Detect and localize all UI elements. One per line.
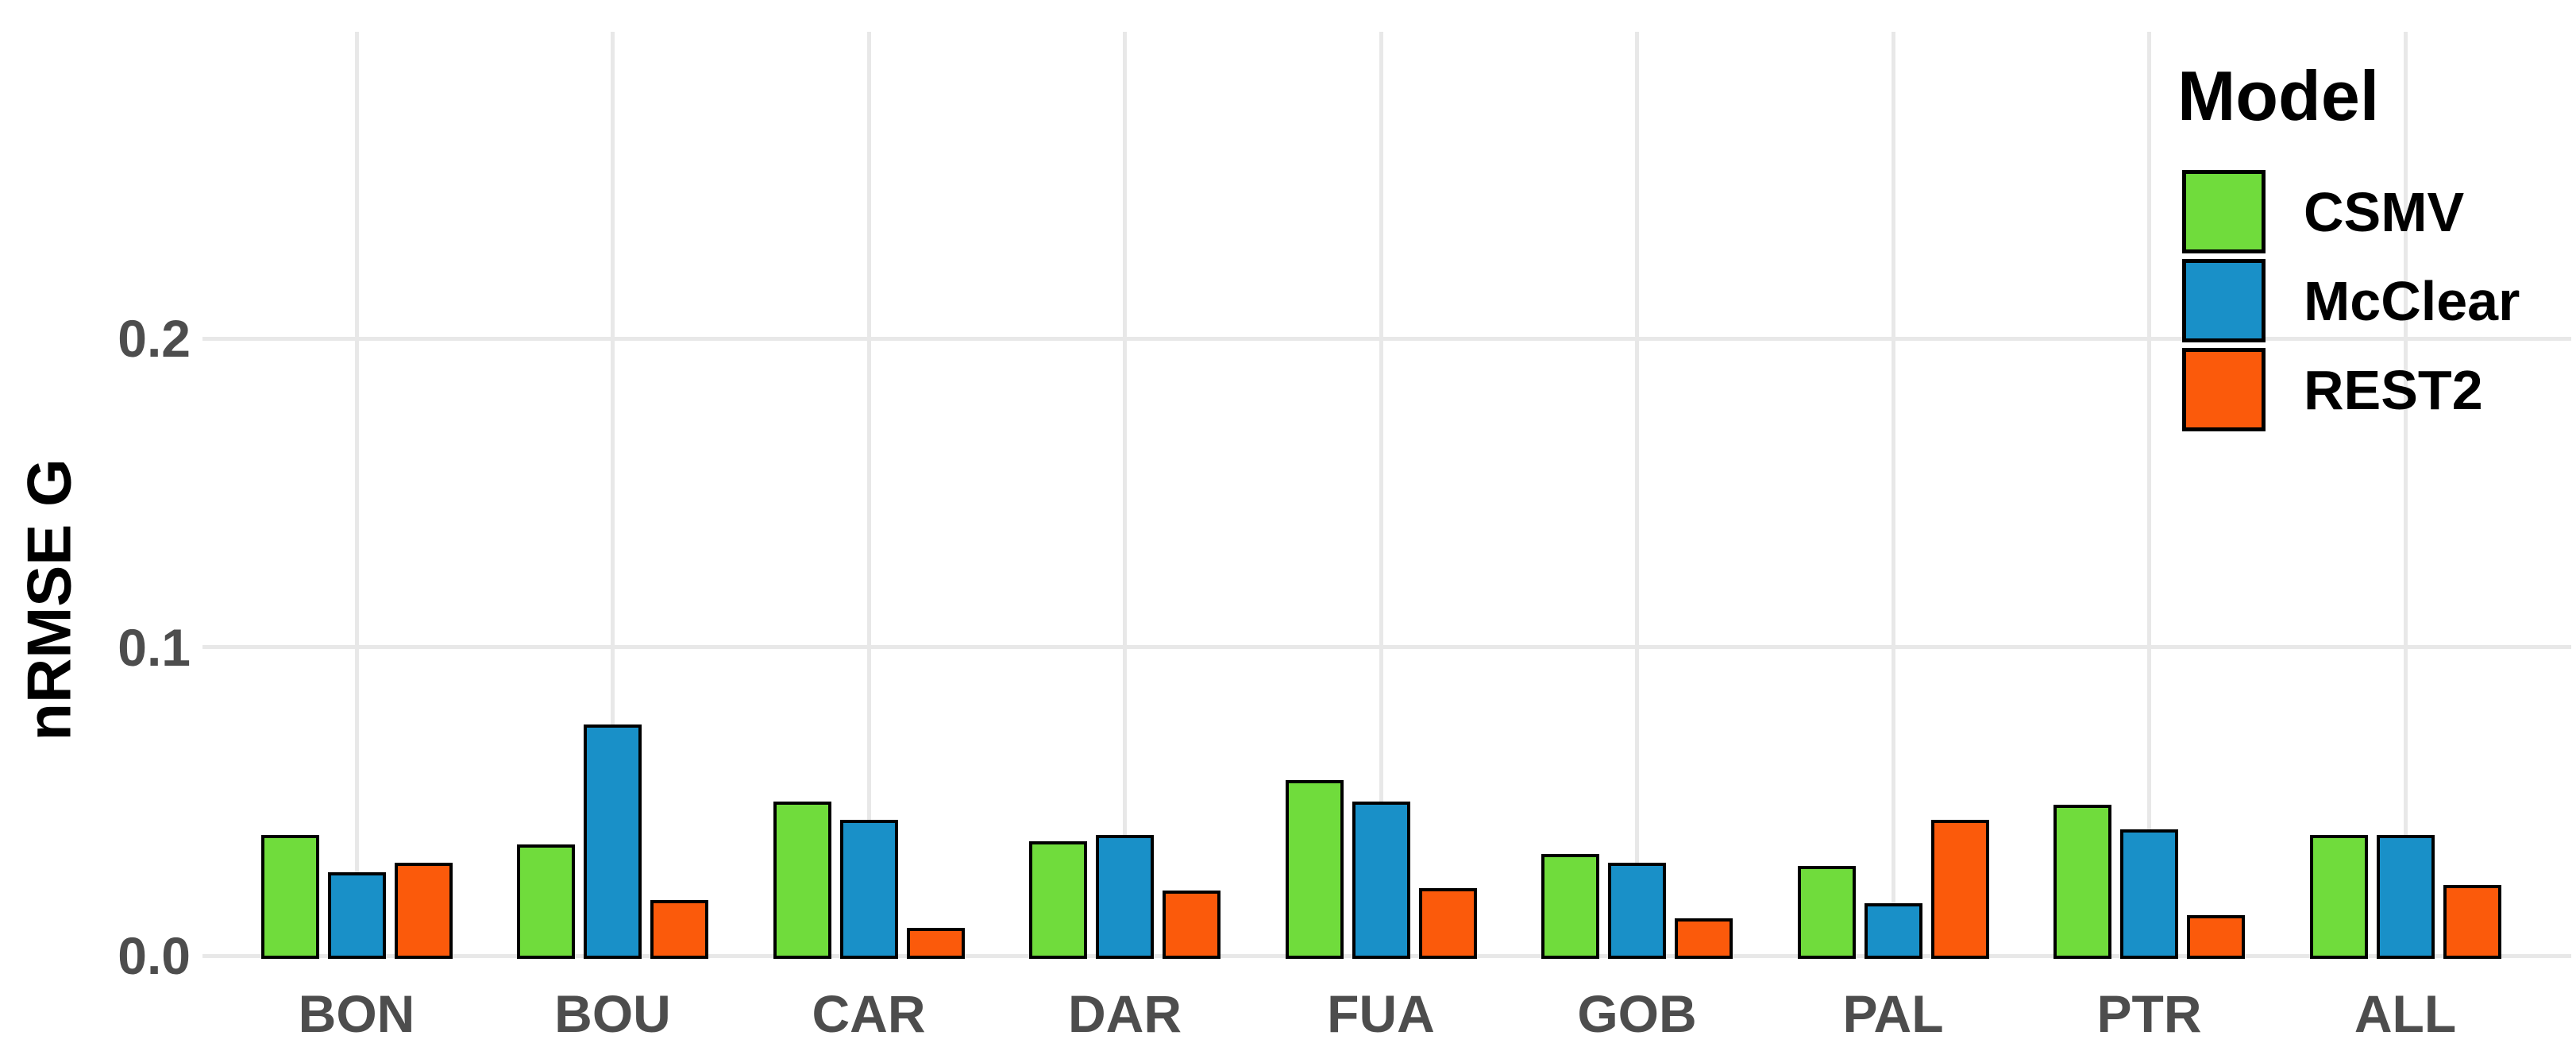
bar-pal-csmv [1798,866,1856,959]
bar-all-csmv [2310,835,2368,959]
x-tick-label: DAR [1068,984,1182,1043]
x-gridline [611,32,615,956]
bar-car-csmv [773,802,831,959]
legend-swatch-mcclear [2182,259,2266,342]
bar-bou-rest2 [650,900,708,959]
bar-ptr-rest2 [2187,915,2245,959]
x-gridline [866,32,871,956]
bar-car-rest2 [907,928,965,959]
bar-dar-csmv [1029,841,1087,959]
legend-entry-mcclear: McClear [2182,259,2520,342]
bar-bou-mcclear [584,724,642,959]
legend-entry-rest2: REST2 [2182,348,2520,431]
legend-title: Model [2177,56,2380,135]
x-tick-label: PAL [1842,984,1944,1043]
x-tick-label: CAR [812,984,926,1043]
y-gridline [202,645,2571,649]
x-gridline [354,32,359,956]
x-tick-label: BON [298,984,415,1043]
y-tick-label: 0.0 [118,926,191,985]
bar-bon-csmv [261,835,319,959]
y-tick-label: 0.1 [118,617,191,677]
bar-pal-rest2 [1931,820,1989,959]
bar-bou-csmv [517,844,575,959]
legend-swatch-csmv [2182,170,2266,253]
y-gridline [202,336,2571,341]
bar-car-mcclear [840,820,898,959]
bar-gob-csmv [1541,854,1599,959]
bar-bon-mcclear [328,872,386,959]
bar-all-mcclear [2377,835,2435,959]
bar-gob-rest2 [1675,918,1733,959]
y-tick-label: 0.2 [118,309,191,368]
legend-swatch-rest2 [2182,348,2266,431]
x-gridline [1891,32,1895,956]
x-tick-label: BOU [554,984,671,1043]
y-axis-title: nRMSE G [13,458,84,741]
x-tick-label: ALL [2354,984,2457,1043]
bar-fua-rest2 [1419,888,1477,959]
bar-dar-rest2 [1163,891,1221,959]
x-gridline [2147,32,2151,956]
x-gridline [1123,32,1127,956]
x-tick-label: GOB [1577,984,1697,1043]
legend-entry-csmv: CSMV [2182,170,2520,253]
x-gridline [1379,32,1383,956]
legend-label: CSMV [2304,180,2465,243]
bar-gob-mcclear [1608,863,1666,959]
x-gridline [1635,32,1639,956]
legend-label: REST2 [2304,358,2483,421]
legend-entries: CSMV McClear REST2 [2182,170,2520,431]
bar-fua-csmv [1286,780,1344,959]
bar-fua-mcclear [1352,802,1410,959]
x-tick-label: PTR [2096,984,2202,1043]
bar-ptr-csmv [2053,805,2111,959]
bar-ptr-mcclear [2120,829,2178,959]
bar-pal-mcclear [1865,903,1922,959]
legend: Model CSMV McClear REST2 [2177,56,2520,431]
x-gridline [2403,32,2408,956]
bar-all-rest2 [2443,885,2501,959]
bar-bon-rest2 [395,863,453,959]
x-tick-label: FUA [1327,984,1435,1043]
legend-label: McClear [2304,269,2520,332]
bar-dar-mcclear [1096,835,1154,959]
